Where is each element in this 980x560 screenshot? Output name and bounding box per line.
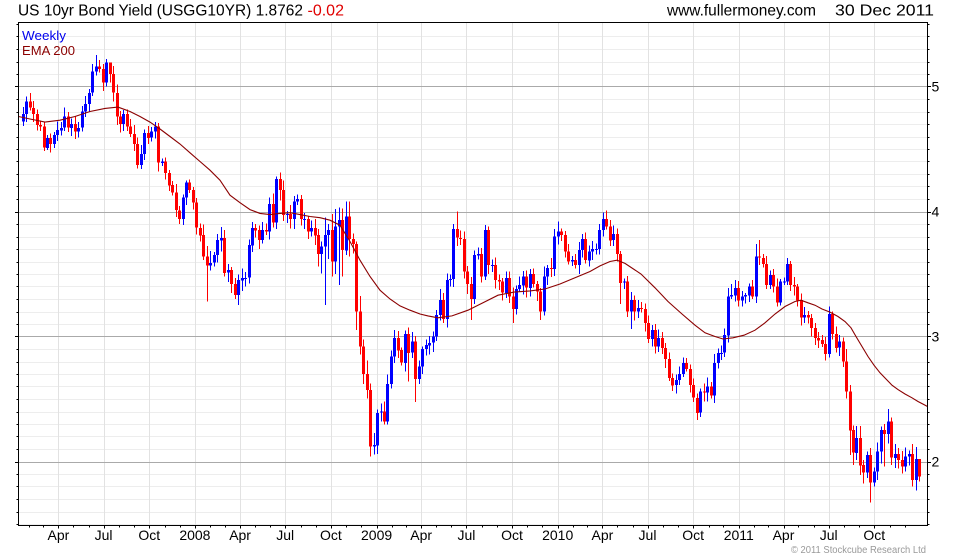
svg-text:Apr: Apr <box>773 527 795 543</box>
svg-text:4: 4 <box>932 204 940 220</box>
svg-text:Jul: Jul <box>457 527 475 543</box>
svg-text:2011: 2011 <box>724 527 754 543</box>
svg-text:Oct: Oct <box>138 527 160 543</box>
svg-text:Apr: Apr <box>410 527 432 543</box>
svg-text:2008: 2008 <box>179 527 210 543</box>
svg-text:Apr: Apr <box>592 527 614 543</box>
svg-text:2009: 2009 <box>361 527 392 543</box>
svg-text:5: 5 <box>932 79 940 95</box>
svg-text:Oct: Oct <box>501 527 523 543</box>
svg-text:3: 3 <box>932 329 940 345</box>
svg-text:-0.02: -0.02 <box>308 3 345 20</box>
svg-text:Jul: Jul <box>820 527 838 543</box>
svg-text:© 2011 Stockcube Research Ltd: © 2011 Stockcube Research Ltd <box>791 545 926 556</box>
svg-text:2010: 2010 <box>542 527 573 543</box>
svg-text:2: 2 <box>932 454 940 470</box>
svg-text:Jul: Jul <box>95 527 113 543</box>
svg-text:EMA 200: EMA 200 <box>22 43 75 58</box>
svg-text:US 10yr Bond Yield (USGG10YR): US 10yr Bond Yield (USGG10YR) 1.8762 <box>18 3 303 20</box>
svg-text:Jul: Jul <box>276 527 294 543</box>
svg-text:Oct: Oct <box>863 527 885 543</box>
svg-text:Weekly: Weekly <box>22 28 67 43</box>
svg-text:Jul: Jul <box>639 527 657 543</box>
svg-text:30 Dec 2011: 30 Dec 2011 <box>835 3 934 20</box>
svg-text:Apr: Apr <box>48 527 70 543</box>
svg-text:Apr: Apr <box>229 527 251 543</box>
svg-text:Oct: Oct <box>682 527 704 543</box>
svg-text:Oct: Oct <box>320 527 342 543</box>
svg-text:www.fullermoney.com: www.fullermoney.com <box>666 3 816 20</box>
